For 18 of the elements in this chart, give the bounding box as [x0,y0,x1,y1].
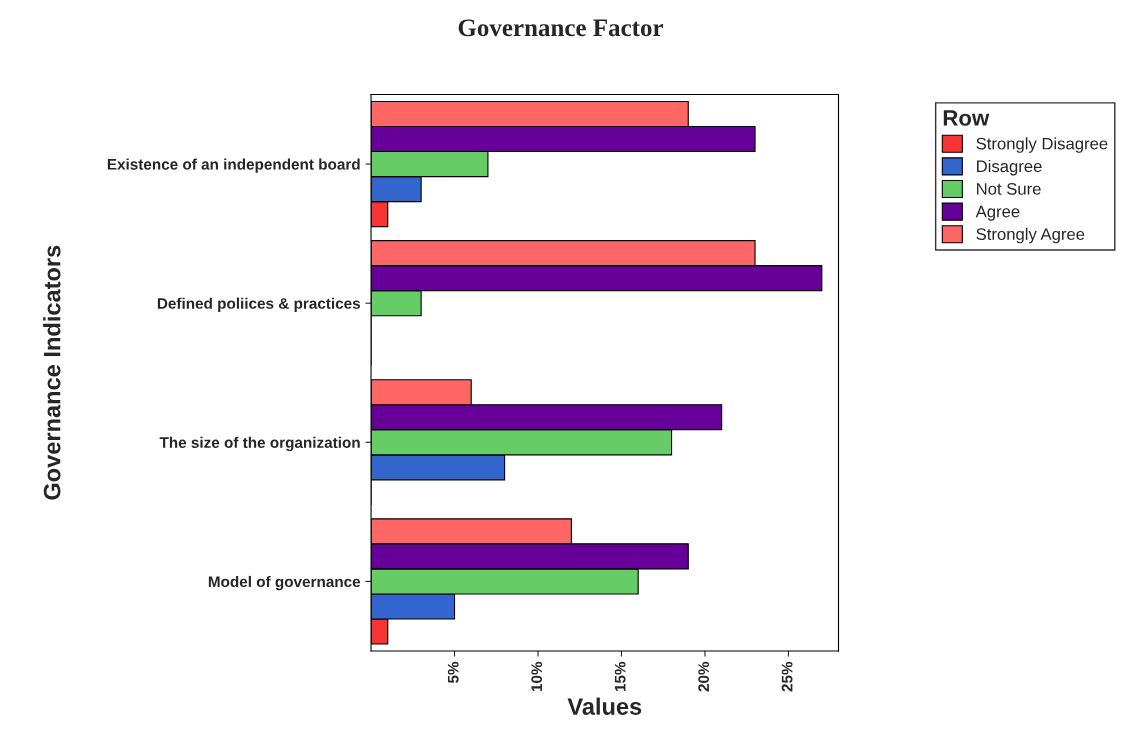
y-tick-label: Model of governance [208,575,361,591]
x-axis-title: Values [567,697,642,715]
legend-label: Strongly Agree [976,227,1085,244]
legend-label: Strongly Disagree [976,137,1108,153]
y-tick-label: Defined poliices & practices [157,297,361,312]
y-tick-label: Existence of an independent board [107,158,360,173]
legend-label: Disagree [977,159,1042,176]
x-tick-label: 10% [531,661,543,692]
y-tick-label: The size of the organization [159,436,360,452]
x-tick-label: 5% [447,661,459,684]
legend-title: Row [943,110,990,126]
legend-label: Agree [975,205,1020,221]
x-tick-label: 15% [614,661,626,692]
legend-label: Not Sure [977,182,1041,195]
chart-title: Governance Factor [458,19,664,37]
x-tick-label: 25% [781,661,793,692]
y-axis-title: Governance Indicators [43,245,61,500]
x-tick-label: 20% [698,661,710,692]
